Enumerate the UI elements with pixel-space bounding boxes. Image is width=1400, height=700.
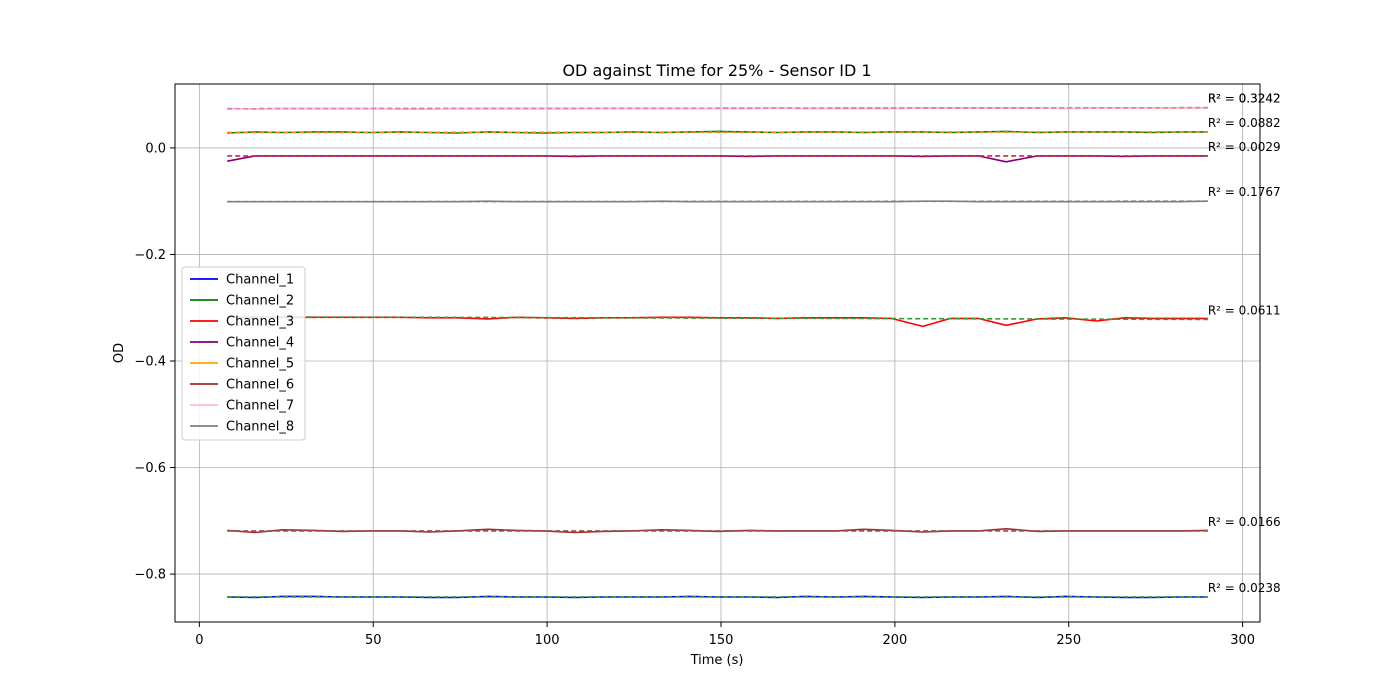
x-tick-label: 200 <box>882 633 907 648</box>
r2-label-channel-8: R² = 0.1767 <box>1208 185 1281 199</box>
legend-box <box>181 266 306 441</box>
r2-label-channel-5: R² = 0.3242 <box>1208 92 1281 106</box>
x-tick-label: 0 <box>195 633 203 648</box>
legend-entry: Channel_4 <box>226 336 294 351</box>
legend-entry: Channel_7 <box>226 399 294 414</box>
legend: Channel_1 Channel_2 Channel_3 Channel_4 Chan… <box>181 266 306 441</box>
y-axis-label: OD <box>112 343 127 363</box>
plot-frame <box>174 83 1261 623</box>
grid <box>175 84 1260 622</box>
r2-label-channel-2: R² = 0.0882 <box>1208 116 1281 130</box>
r2-label-channel-4: R² = 0.0029 <box>1208 140 1281 154</box>
fit-line-channel-7 <box>227 106 1208 110</box>
fit-line-channel-3 <box>227 315 1208 321</box>
fit-line-channel-2 <box>227 131 1208 134</box>
r2-label-channel-1: R² = 0.0238 <box>1208 581 1281 595</box>
series-line-channel-4 <box>227 155 1208 163</box>
legend-items: Channel_1 Channel_2 Channel_3 Channel_4 Chan… <box>190 273 294 435</box>
r2-annotations: R² = 0.0238 R² = 0.0882 R² = 0.0611 R² = 0.… <box>1208 92 1281 595</box>
legend-entry: Channel_1 <box>226 273 294 288</box>
r2-label-channel-7: R² = 0.3242 <box>1208 92 1281 106</box>
y-tick-label: 0.0 <box>145 141 166 156</box>
chart-title: OD against Time for 25% - Sensor ID 1 <box>562 61 871 80</box>
series-layer <box>227 106 1208 599</box>
y-tick-label: −0.6 <box>134 461 166 476</box>
x-tick-label: 100 <box>535 633 560 648</box>
legend-entry: Channel_2 <box>226 294 294 309</box>
r2-label-channel-3: R² = 0.0611 <box>1208 303 1281 317</box>
x-tick-label: 250 <box>1056 633 1081 648</box>
x-tick-label: 150 <box>709 633 734 648</box>
x-axis-label: Time (s) <box>690 653 744 668</box>
legend-entry: Channel_5 <box>226 357 294 372</box>
x-tick-label: 300 <box>1230 633 1255 648</box>
axis-ticks: 0 50 100 150 200 250 300 −0.8 −0.6 −0.4 −0.2 0.0 <box>134 141 1255 648</box>
y-tick-label: −0.4 <box>134 354 166 369</box>
x-tick-label: 50 <box>365 633 382 648</box>
y-tick-label: −0.2 <box>134 248 166 263</box>
r2-label-channel-6: R² = 0.0166 <box>1208 515 1281 529</box>
y-tick-label: −0.8 <box>134 568 166 583</box>
legend-entry: Channel_3 <box>226 315 294 330</box>
legend-entry: Channel_8 <box>226 420 294 435</box>
fit-line-channel-8 <box>227 200 1208 203</box>
legend-entry: Channel_6 <box>226 378 294 393</box>
